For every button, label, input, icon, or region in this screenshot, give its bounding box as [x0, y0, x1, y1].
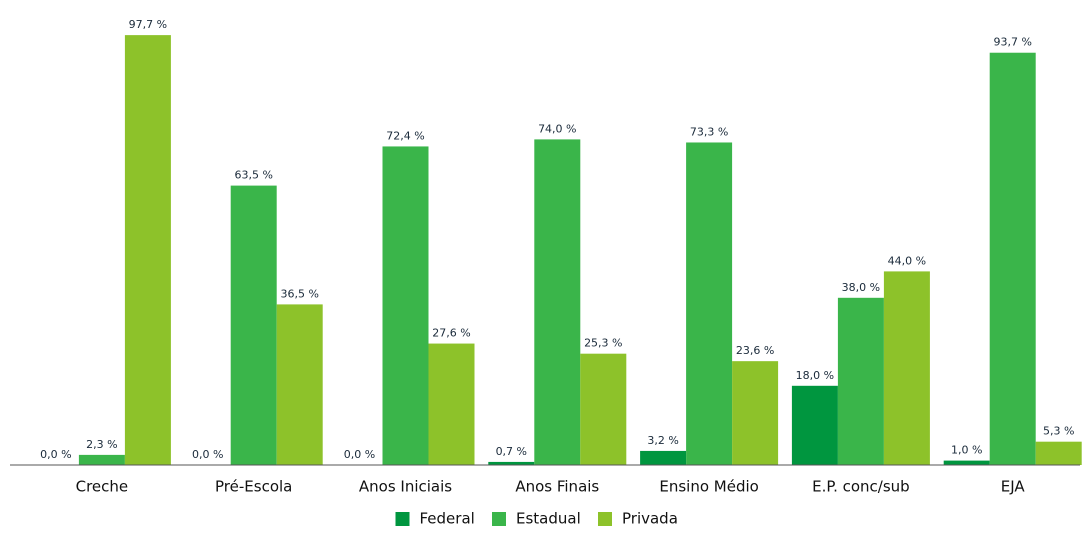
bar	[230, 185, 277, 465]
value-label: 0,0 %	[192, 448, 223, 461]
x-tick-label: Creche	[76, 478, 129, 496]
value-label: 0,0 %	[40, 448, 71, 461]
legend-swatch	[598, 512, 612, 526]
bar	[488, 461, 535, 465]
value-label: 3,2 %	[647, 434, 678, 447]
x-tick-label: EJA	[1001, 478, 1026, 496]
value-label: 44,0 %	[888, 254, 926, 267]
bar	[686, 142, 733, 466]
value-label: 36,5 %	[280, 287, 318, 300]
bar	[1035, 441, 1082, 465]
bar	[943, 460, 990, 465]
value-label: 97,7 %	[129, 18, 167, 31]
bar	[989, 52, 1036, 465]
value-label: 2,3 %	[86, 438, 117, 451]
legend-swatch	[492, 512, 506, 526]
legend-label: Privada	[622, 510, 678, 528]
x-tick-label: Anos Iniciais	[359, 478, 452, 496]
value-label: 72,4 %	[386, 129, 424, 142]
x-tick-label: E.P. conc/sub	[812, 478, 910, 496]
legend-label: Federal	[420, 510, 475, 528]
bar	[276, 304, 323, 465]
value-label: 1,0 %	[951, 444, 982, 457]
bar	[580, 353, 627, 465]
value-label: 25,3 %	[584, 337, 622, 350]
x-tick-label: Pré-Escola	[215, 478, 292, 496]
legend-label: Estadual	[516, 510, 581, 528]
bar	[791, 385, 838, 465]
value-label: 63,5 %	[234, 169, 272, 182]
value-label: 0,0 %	[344, 448, 375, 461]
value-label: 23,6 %	[736, 344, 774, 357]
bar	[534, 139, 581, 465]
value-label: 5,3 %	[1043, 425, 1074, 438]
bar	[883, 271, 930, 465]
value-label: 74,0 %	[538, 122, 576, 135]
bar	[732, 361, 779, 465]
bar	[78, 454, 125, 465]
bar	[124, 35, 171, 466]
value-label: 0,7 %	[496, 445, 527, 458]
bar	[640, 450, 687, 465]
bar	[382, 146, 429, 465]
x-tick-label: Anos Finais	[515, 478, 599, 496]
bar	[837, 297, 884, 465]
value-label: 73,3 %	[690, 125, 728, 138]
value-label: 38,0 %	[842, 281, 880, 294]
legend-swatch	[395, 512, 410, 526]
value-label: 27,6 %	[432, 327, 470, 340]
value-label: 18,0 %	[796, 369, 834, 382]
x-tick-label: Ensino Médio	[659, 478, 758, 496]
bar	[428, 343, 475, 465]
value-label: 93,7 %	[993, 36, 1031, 49]
